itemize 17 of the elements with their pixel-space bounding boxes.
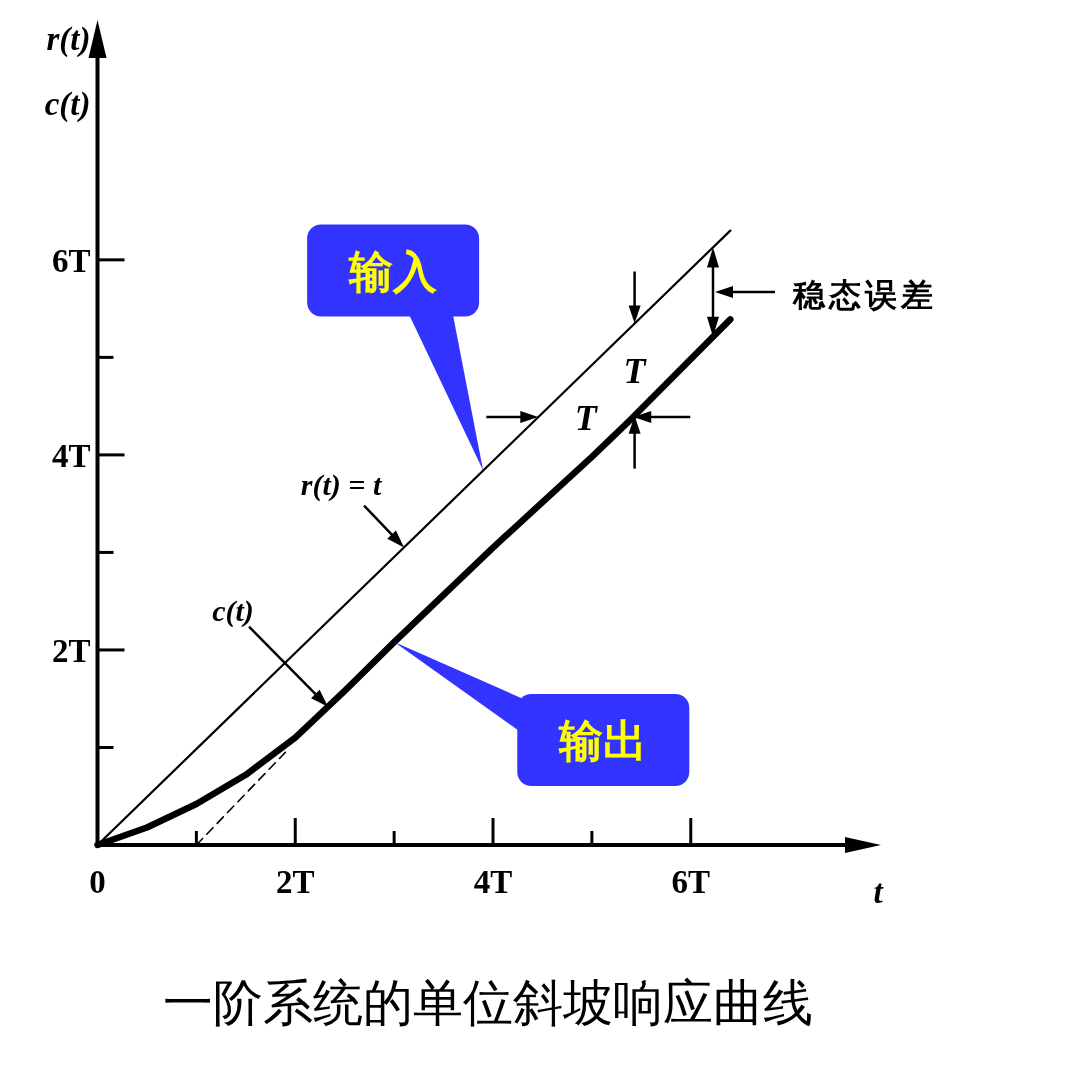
x-tick-label: 4T <box>473 864 513 900</box>
annotation: r(t) = t <box>300 467 383 502</box>
annotation: T <box>574 398 599 438</box>
x-axis-title: t <box>873 874 884 910</box>
annotation: 输入 <box>348 247 439 297</box>
annotation: c(t) <box>212 593 254 628</box>
y-axis-title: r(t) c(t) <box>44 21 91 123</box>
y-tick-label: 2T <box>51 632 91 669</box>
x-tick-label: 0 <box>89 864 106 900</box>
annotation: T <box>623 350 648 391</box>
annotation: 稳态误差 <box>792 277 937 314</box>
text: 一阶系统的单位斜坡响应曲线 <box>163 975 814 1031</box>
x-tick-label: 6T <box>671 864 711 900</box>
x-tick-label: 2T <box>276 864 315 900</box>
y-tick-label: 4T <box>51 437 91 474</box>
y-tick-label: 6T <box>51 242 91 279</box>
annotation: 输出 <box>558 716 648 766</box>
